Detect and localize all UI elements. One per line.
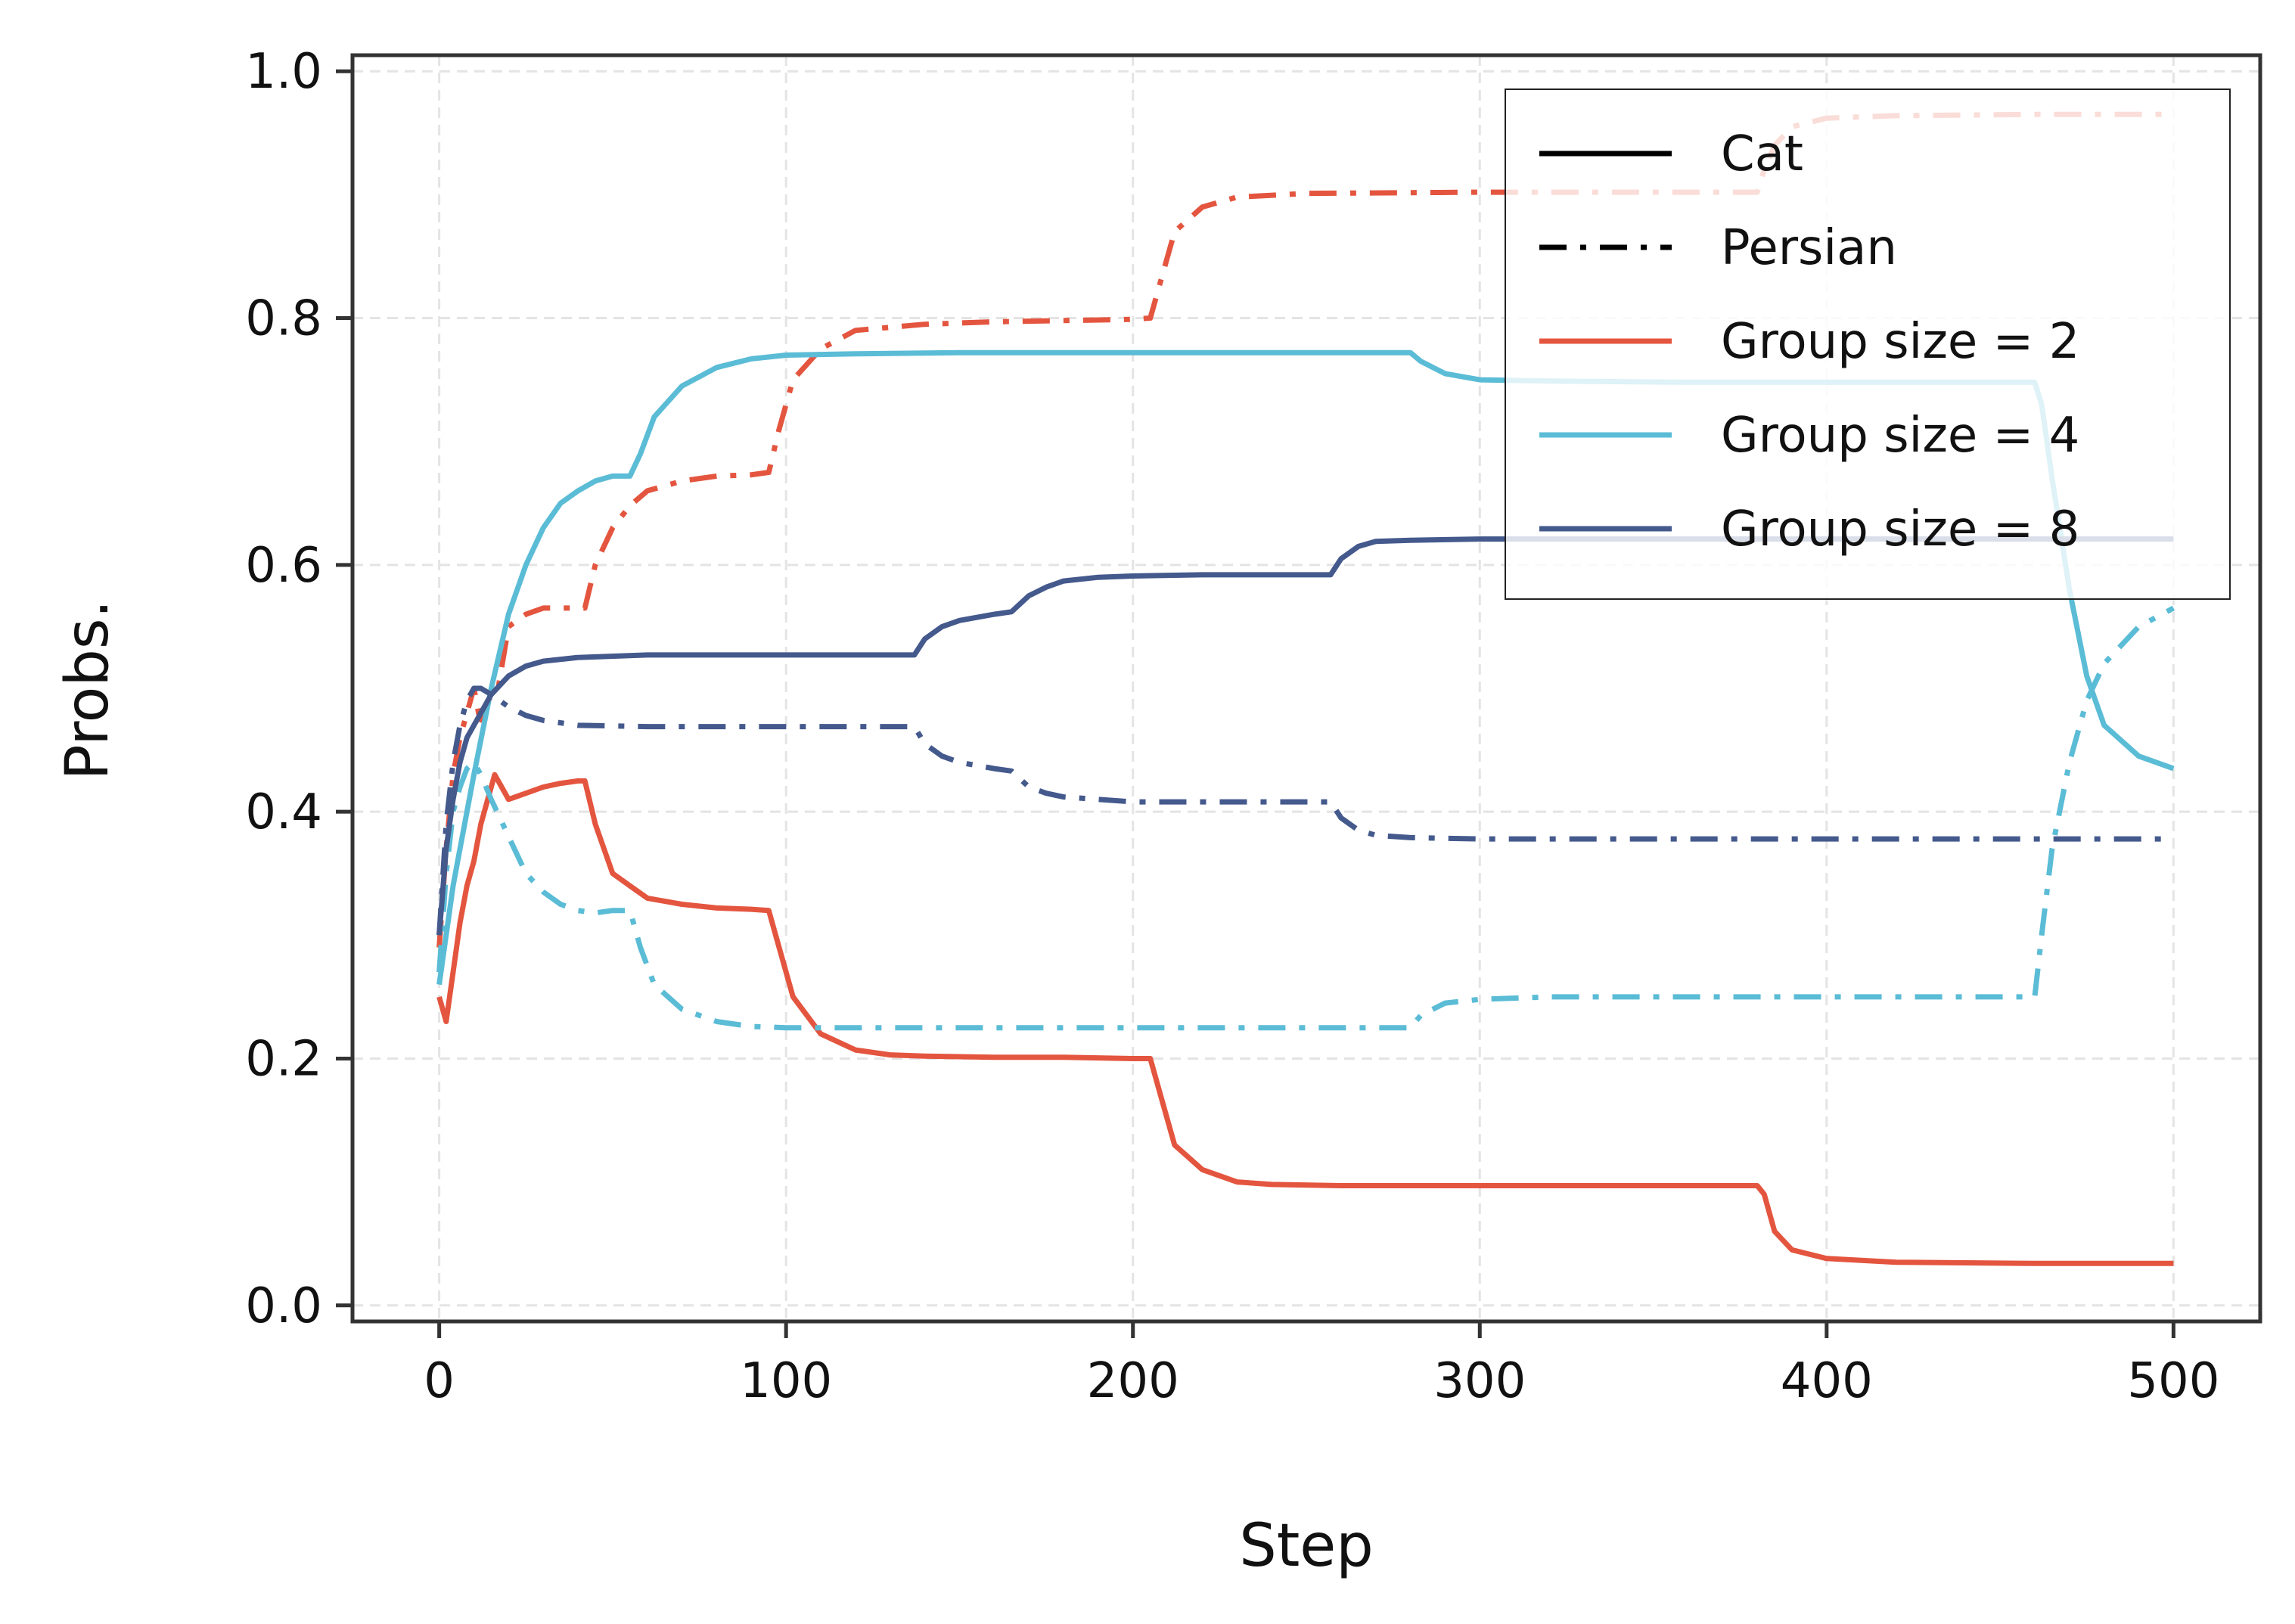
- series-line-6: [436, 685, 2174, 936]
- y-axis-title: Probs.: [54, 600, 122, 781]
- series-line-1: [436, 772, 2174, 1266]
- legend-label: Group size = 8: [1721, 501, 2079, 557]
- legend-label: Group size = 4: [1721, 408, 2079, 464]
- x-tick-label: 400: [1781, 1353, 1873, 1409]
- legend-entries: Cat Persian Group size = 2 Group size = 4 Gr…: [1539, 126, 2079, 557]
- x-axis-title: Step: [1239, 1512, 1374, 1580]
- x-tick-label: 500: [2127, 1353, 2219, 1409]
- y-tick-label: 0.4: [245, 784, 322, 840]
- y-tick-label: 0.0: [245, 1278, 322, 1334]
- legend: Cat Persian Group size = 2 Group size = 4 Gr…: [1505, 88, 2231, 600]
- series-line-5: [436, 536, 2174, 936]
- legend-label: Cat: [1721, 126, 1803, 182]
- series-line-4: [436, 605, 2175, 1031]
- x-tick-label: 200: [1087, 1353, 1179, 1409]
- legend-label: Group size = 2: [1721, 314, 2079, 370]
- y-tick-label: 0.2: [245, 1031, 322, 1087]
- x-tick-label: 100: [740, 1353, 832, 1409]
- x-axis-ticks: 0 100 200 300 400 500: [424, 1321, 2219, 1409]
- y-tick-label: 0.8: [245, 291, 322, 347]
- x-tick-label: 0: [424, 1353, 455, 1409]
- y-tick-label: 0.6: [245, 538, 322, 594]
- plot-frame: [350, 53, 2262, 1324]
- legend-label: Persian: [1721, 220, 1897, 276]
- legend-box: [1505, 88, 2231, 600]
- y-axis-ticks: 0.0 0.2 0.4 0.6 0.8 1.0: [245, 44, 352, 1334]
- series-line-2: [436, 111, 2174, 948]
- x-tick-label: 300: [1433, 1353, 1526, 1409]
- y-tick-label: 1.0: [245, 44, 322, 100]
